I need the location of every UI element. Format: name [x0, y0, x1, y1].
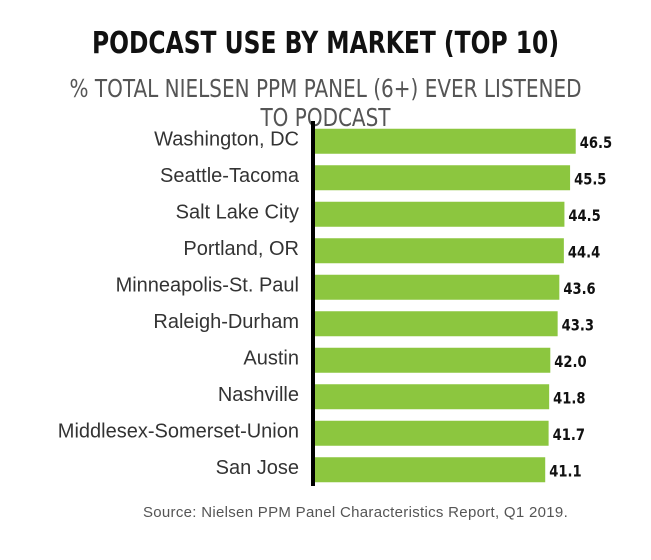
category-label: Portland, OR: [183, 238, 299, 260]
bar: [313, 238, 564, 264]
bar: [313, 457, 546, 483]
bar: [313, 311, 558, 337]
bar: [313, 274, 560, 300]
value-label: 42.0: [554, 353, 586, 372]
bar: [313, 128, 576, 154]
category-label: Raleigh-Durham: [153, 311, 299, 333]
value-label: 46.5: [580, 134, 612, 153]
value-label: 44.4: [568, 244, 600, 263]
category-label: San Jose: [216, 457, 299, 479]
chart-subtitle: % TOTAL NIELSEN PPM PANEL (6+) EVER LIST…: [69, 74, 582, 132]
source-note: Source: Nielsen PPM Panel Characteristic…: [142, 504, 569, 521]
category-label: Washington, DC: [154, 128, 299, 150]
value-label: 41.7: [553, 426, 585, 445]
chart-title: PODCAST USE BY MARKET (TOP 10): [91, 26, 560, 61]
value-label: 41.8: [553, 390, 585, 409]
category-label: Nashville: [218, 384, 299, 406]
category-label: Austin: [243, 347, 299, 369]
value-label: 45.5: [574, 171, 606, 190]
category-label: Middlesex-Somerset-Union: [58, 420, 299, 442]
value-label: 41.1: [549, 463, 581, 482]
value-label: 43.3: [562, 317, 594, 336]
category-label: Seattle-Tacoma: [160, 165, 300, 187]
value-label: 44.5: [568, 207, 600, 226]
bar: [313, 165, 571, 191]
bar: [313, 347, 551, 373]
bar-chart: Washington, DC 46.5 Seattle-Tacoma 45.5 Salt…: [58, 121, 612, 486]
category-label: Minneapolis-St. Paul: [116, 274, 299, 296]
bar: [313, 420, 549, 446]
bar: [313, 384, 550, 410]
category-label: Salt Lake City: [176, 201, 299, 223]
bar: [313, 201, 565, 227]
value-label: 43.6: [563, 280, 595, 299]
